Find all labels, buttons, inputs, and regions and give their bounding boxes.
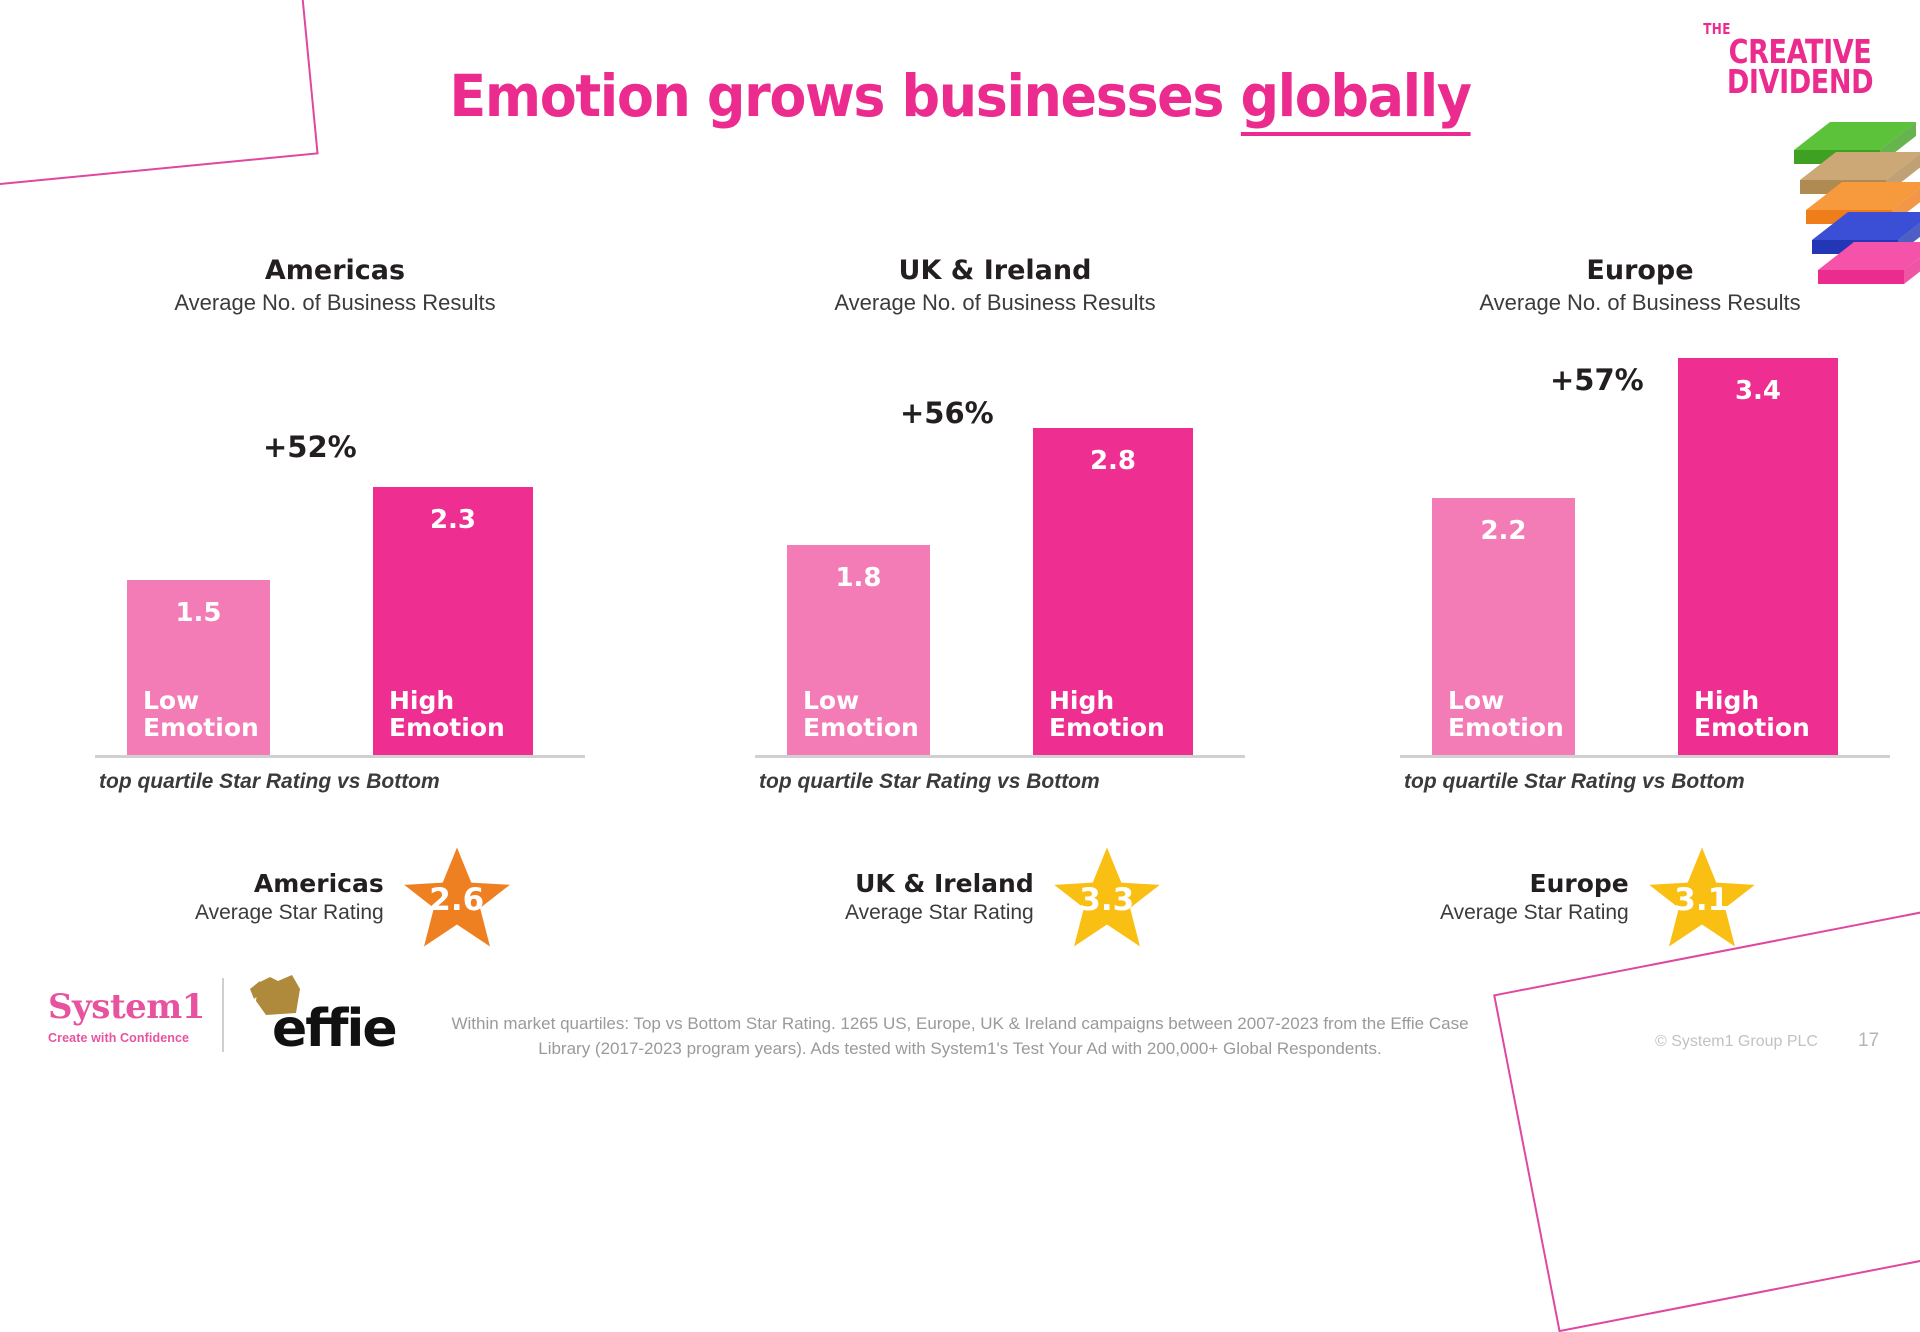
delta-percent-label: +56% [900,396,994,431]
star-rating-row: UK & Ireland Average Star Rating 3.3 [845,845,1162,950]
star-rating-value: 3.1 [1674,881,1730,918]
star-rating-text: Europe Average Star Rating [1440,869,1629,925]
system1-tagline: Create with Confidence [48,1031,190,1045]
star-icon: 3.3 [1052,845,1162,950]
chart-baseline-axis [1400,755,1890,759]
bar-low-emotion: 2.2 Low Emotion [1432,498,1575,756]
chart-panel-subtitle: Average No. of Business Results [1479,290,1801,316]
star-rating-value: 3.3 [1079,881,1135,918]
page-title-plain: Emotion grows businesses [449,62,1241,130]
delta-percent-label: +57% [1550,363,1644,398]
bar-category-label: High Emotion [1049,686,1165,743]
star-rating-row: Americas Average Star Rating 2.6 [195,845,512,950]
footer-divider [222,978,224,1052]
bar-value-label: 1.8 [835,563,882,594]
chart-panel-title: Americas [264,255,406,286]
star-rating-row: Europe Average Star Rating 3.1 [1440,845,1757,950]
bar-value-label: 2.8 [1089,446,1137,477]
page-title-underlined: globally [1240,62,1472,136]
star-rating-subtitle: Average Star Rating [195,900,384,924]
star-rating-text: Americas Average Star Rating [195,869,384,925]
bar-high-emotion: 2.3 High Emotion [373,487,533,756]
bar-category-label: High Emotion [389,686,505,743]
page-title-container: Emotion grows businesses globally [0,62,1920,136]
bar-low-emotion: 1.5 Low Emotion [127,580,270,756]
bar-category-label: Low Emotion [803,686,919,743]
creative-dividend-logo: THE CREATIVE DIVIDEND [1700,20,1900,102]
footnote-text: Within market quartiles: Top vs Bottom S… [451,1014,1469,1058]
creative-dividend-block-stack [1790,120,1920,285]
page-title: Emotion grows businesses globally [449,62,1472,136]
creative-dividend-the: THE [1703,20,1731,38]
chart-baseline-axis [755,755,1245,759]
chart-caption: top quartile Star Rating vs Bottom [759,770,1100,794]
bar-category-label: Low Emotion [143,686,259,743]
chart-panel-title: UK & Ireland [898,255,1092,286]
chart-panel-americas: Americas Average No. of Business Results 1… [85,255,585,794]
bar-high-emotion: 3.4 High Emotion [1678,358,1838,756]
star-rating-text: UK & Ireland Average Star Rating [845,869,1034,925]
bar-category-label: Low Emotion [1448,686,1564,743]
star-rating-region: Europe [1529,869,1629,899]
star-rating-value: 2.6 [429,881,485,918]
block-pink [1814,240,1920,301]
chart-plot-area: 1.8 Low Emotion 2.8 High Emotion +56% [745,338,1245,759]
bar-low-emotion: 1.8 Low Emotion [787,545,930,756]
copyright-text: © System1 Group PLC [1655,1033,1818,1050]
chart-panel-subtitle: Average No. of Business Results [834,290,1156,316]
bar-high-emotion: 2.8 High Emotion [1033,428,1193,756]
chart-plot-area: 1.5 Low Emotion 2.3 High Emotion +52% [85,338,585,759]
bar-value-label: 2.2 [1480,516,1527,547]
star-rating-region: Americas [253,869,384,899]
bar-category-label: High Emotion [1694,686,1810,743]
chart-panel-uk-ireland: UK & Ireland Average No. of Business Resu… [745,255,1245,794]
system1-wordmark: System1 [48,987,205,1027]
star-icon: 2.6 [402,845,512,950]
effie-logo: effie [248,975,398,1060]
bar-value-label: 3.4 [1734,376,1782,407]
creative-dividend-line2: DIVIDEND [1726,62,1874,102]
creative-dividend-line1: CREATIVE [1728,32,1872,71]
star-icon: 3.1 [1647,845,1757,950]
page-number: 17 [1858,1030,1880,1051]
chart-plot-area: 2.2 Low Emotion 3.4 High Emotion +57% [1390,338,1890,759]
star-rating-subtitle: Average Star Rating [845,900,1034,924]
delta-percent-label: +52% [263,430,357,465]
chart-panel-subtitle: Average No. of Business Results [174,290,496,316]
chart-panel-title: Europe [1586,255,1694,286]
star-rating-subtitle: Average Star Rating [1440,900,1629,924]
chart-baseline-axis [95,755,585,759]
star-rating-region: UK & Ireland [855,869,1034,899]
chart-panel-europe: Europe Average No. of Business Results 2.2… [1390,255,1890,794]
system1-logo: System1 Create with Confidence [48,990,208,1045]
bar-value-label: 2.3 [429,505,477,536]
chart-caption: top quartile Star Rating vs Bottom [1404,770,1745,794]
bar-value-label: 1.5 [175,598,222,629]
effie-trophy-icon [250,975,300,1015]
chart-caption: top quartile Star Rating vs Bottom [99,770,440,794]
effie-wordmark: effie [272,999,398,1059]
